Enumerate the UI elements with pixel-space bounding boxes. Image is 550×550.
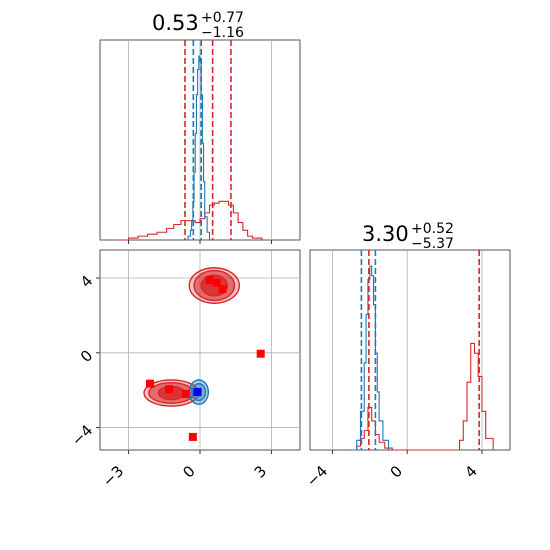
tick-label-joint-y: −4 — [68, 421, 96, 449]
marker-red — [205, 275, 214, 284]
title-marginal-x: 0.53 +0.77 −1.16 — [152, 10, 244, 41]
tick-label-joint-x: −3 — [99, 462, 127, 490]
tick-label-joint-x: 0 — [179, 462, 198, 481]
title-x-plus: +0.77 — [201, 10, 244, 26]
hist-series-0 — [116, 200, 263, 241]
hist-series-1 — [351, 265, 390, 451]
marker-red — [188, 432, 197, 441]
hist-series-1 — [185, 55, 211, 241]
tick-label-marginal-y: 0 — [387, 462, 406, 481]
tick-label-joint-y: 4 — [77, 272, 96, 291]
marker-red — [165, 385, 174, 394]
title-y-minus: −5.37 — [411, 236, 454, 252]
title-x-minus: −1.16 — [201, 25, 244, 41]
marker-blue — [193, 388, 202, 397]
hist-series-0 — [351, 342, 494, 451]
tick-label-marginal-y: 4 — [461, 462, 480, 481]
marker-red — [181, 389, 190, 398]
tick-label-joint-x: 3 — [251, 462, 270, 481]
title-y-plus: +0.52 — [411, 221, 454, 237]
marker-red — [146, 379, 154, 388]
title-x-value: 0.53 — [152, 11, 199, 35]
marker-red — [256, 349, 265, 358]
title-marginal-y: 3.30 +0.52 −5.37 — [362, 221, 454, 252]
marker-red — [212, 278, 221, 287]
title-y-value: 3.30 — [362, 222, 409, 246]
panel-marginal-y-frame — [309, 249, 511, 451]
tick-label-joint-y: 0 — [77, 346, 96, 365]
tick-label-marginal-y: −4 — [303, 462, 331, 490]
marker-red — [218, 285, 227, 294]
